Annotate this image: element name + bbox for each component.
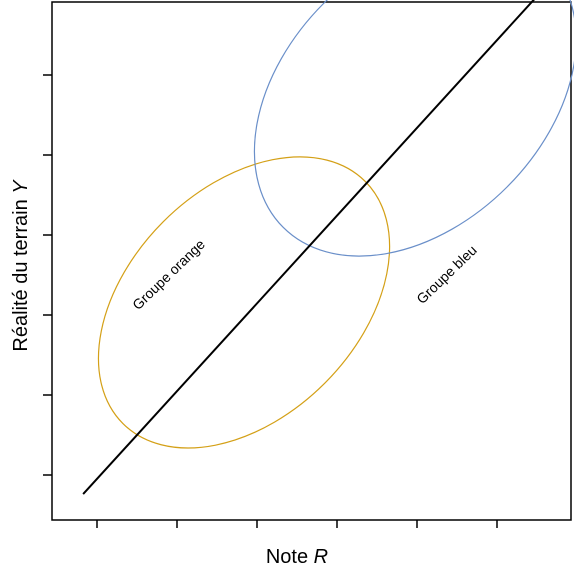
identity-line (82, 0, 535, 495)
group-ellipse (253, 0, 574, 257)
group-ellipse (97, 156, 391, 449)
group-labels: Groupe orange Groupe bleu (129, 236, 480, 313)
y-axis-label: Réalité du terrain Y (10, 179, 32, 352)
group-ellipses (97, 0, 574, 449)
plot-frame (51, 1, 572, 521)
y-axis-ticks (43, 74, 52, 476)
group-label: Groupe bleu (413, 242, 480, 307)
x-axis-label: Note R (266, 546, 328, 568)
x-axis-ticks (96, 520, 498, 528)
